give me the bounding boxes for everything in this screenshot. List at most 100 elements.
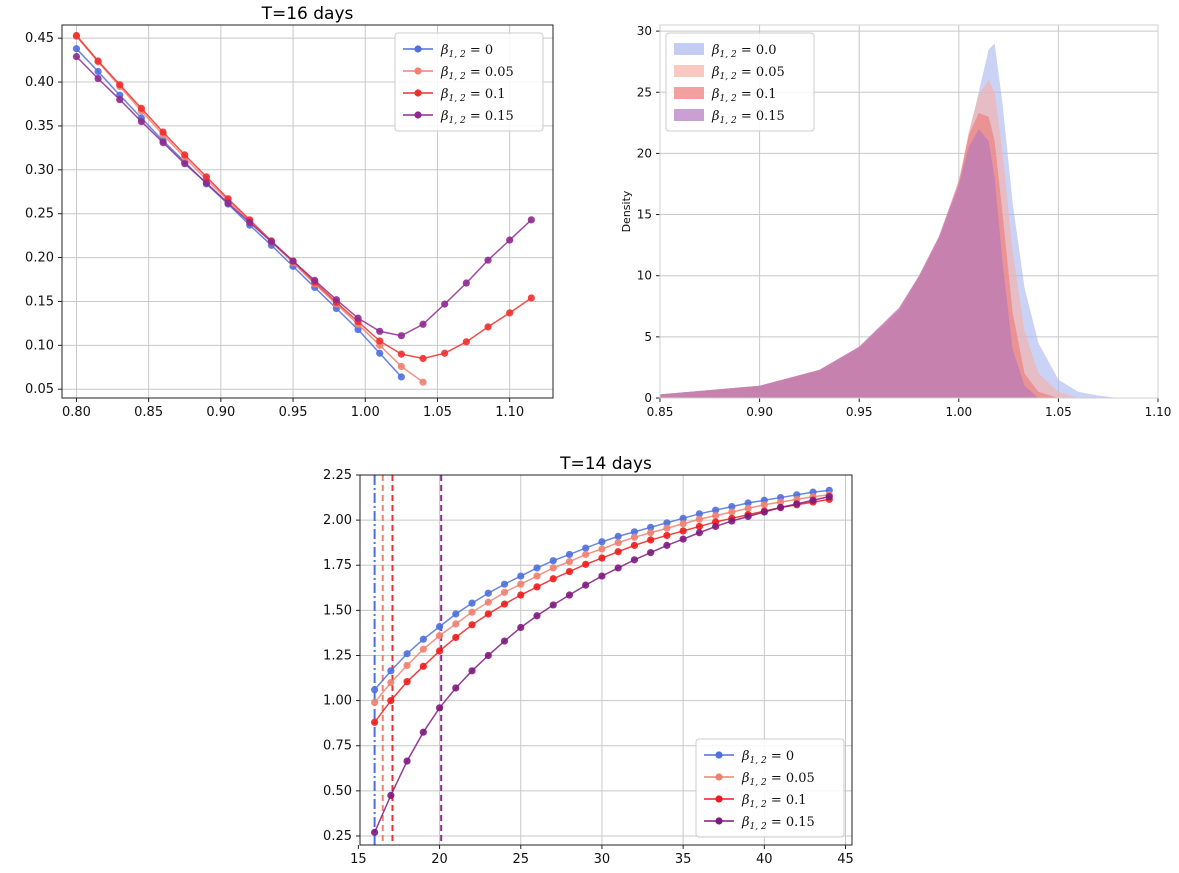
data-point bbox=[435, 623, 444, 631]
series-line bbox=[75, 56, 532, 337]
legend-label: β1, 2 = 0.15 bbox=[741, 815, 815, 832]
tick-labels: 0.80 0.85 0.90 0.95 1.00 1.05 1.10 0.05 0.10 0.15… bbox=[25, 31, 524, 420]
data-point bbox=[94, 74, 102, 83]
data-point bbox=[776, 498, 785, 506]
data-point bbox=[116, 81, 124, 89]
y-tick-label: 0 bbox=[644, 391, 652, 405]
data-point bbox=[630, 528, 639, 536]
data-point bbox=[647, 523, 655, 531]
data-point bbox=[712, 512, 720, 520]
data-point bbox=[462, 279, 470, 287]
legend-swatch-marker bbox=[715, 795, 723, 803]
data-point bbox=[630, 556, 639, 564]
y-tick-label: 1.75 bbox=[323, 558, 352, 573]
data-point bbox=[371, 718, 379, 726]
data-point bbox=[527, 294, 535, 302]
data-point bbox=[565, 591, 574, 599]
data-point bbox=[387, 697, 395, 705]
data-point bbox=[403, 678, 411, 686]
data-point bbox=[663, 531, 671, 540]
data-point bbox=[533, 583, 541, 591]
y-tick-label: 0.25 bbox=[323, 829, 352, 844]
tick-labels: 0.85 0.90 0.95 1.00 1.05 1.10 0 5 10 15 20 25 30 bbox=[637, 24, 1172, 419]
data-point bbox=[419, 354, 427, 363]
data-point bbox=[371, 828, 379, 836]
x-tick-label: 0.95 bbox=[279, 405, 308, 420]
data-point bbox=[441, 349, 449, 357]
series bbox=[371, 491, 833, 707]
data-point bbox=[565, 550, 574, 559]
x-tick-label: 0.85 bbox=[647, 405, 674, 419]
x-tick-label: 15 bbox=[350, 852, 367, 867]
y-tick-label: 2.25 bbox=[323, 468, 352, 483]
x-tick-label: 1.05 bbox=[423, 405, 452, 420]
y-tick-label: 0.15 bbox=[25, 294, 54, 309]
data-point bbox=[397, 362, 405, 371]
data-point bbox=[397, 350, 405, 358]
series bbox=[371, 493, 833, 836]
data-point bbox=[679, 520, 687, 528]
x-tick-label: 0.90 bbox=[206, 405, 235, 420]
data-point bbox=[695, 529, 703, 537]
x-tick-label: 35 bbox=[675, 852, 692, 867]
y-tick-label: 5 bbox=[644, 330, 652, 344]
chart-top-left: T=16 days 0.80 0.85 0.90 0.95 1.00 1.05 1.10 0.0… bbox=[25, 4, 554, 420]
data-point bbox=[549, 575, 557, 583]
y-tick-label: 0.50 bbox=[323, 784, 352, 799]
data-point bbox=[159, 128, 167, 136]
data-point bbox=[289, 257, 297, 265]
data-point bbox=[500, 588, 509, 596]
data-point bbox=[598, 554, 606, 562]
x-tick-label: 30 bbox=[594, 852, 611, 867]
data-point bbox=[500, 637, 509, 645]
y-tick-label: 0.40 bbox=[25, 75, 54, 90]
chart-top-right-density: Density 0.85 0.90 0.95 1.00 1.05 1.10 0 5 10 15 20 2… bbox=[620, 24, 1171, 419]
y-tick-label: 30 bbox=[637, 24, 652, 38]
y-tick-label: 10 bbox=[637, 269, 652, 283]
series bbox=[371, 495, 833, 726]
data-point bbox=[679, 527, 687, 535]
data-point bbox=[506, 236, 514, 244]
data-point bbox=[744, 504, 752, 512]
data-point bbox=[332, 296, 340, 304]
data-point bbox=[630, 533, 639, 541]
data-point bbox=[137, 117, 146, 126]
y-tick-label: 1.25 bbox=[323, 648, 352, 663]
y-tick-label: 0.30 bbox=[25, 163, 54, 178]
data-point bbox=[614, 539, 622, 547]
legend-swatch-marker bbox=[414, 89, 422, 97]
plot-area bbox=[371, 475, 833, 845]
data-point bbox=[533, 572, 541, 580]
data-point bbox=[533, 612, 541, 620]
data-point bbox=[202, 173, 211, 181]
data-point bbox=[549, 601, 557, 609]
data-point bbox=[728, 517, 736, 525]
legend-swatch-marker bbox=[715, 817, 723, 825]
data-point bbox=[387, 667, 395, 675]
data-point bbox=[484, 323, 492, 331]
data-point bbox=[159, 139, 167, 147]
data-point bbox=[376, 327, 384, 335]
data-point bbox=[224, 199, 232, 207]
data-point bbox=[793, 500, 801, 508]
data-point bbox=[267, 238, 275, 246]
x-tick-label: 0.80 bbox=[62, 405, 91, 420]
data-point bbox=[462, 338, 470, 346]
data-point bbox=[549, 557, 557, 565]
data-point bbox=[387, 678, 395, 687]
data-point bbox=[403, 661, 411, 670]
y-tick-label: 0.20 bbox=[25, 251, 54, 266]
x-tick-label: 1.00 bbox=[351, 405, 380, 420]
data-point bbox=[397, 332, 405, 340]
data-point bbox=[419, 645, 427, 653]
data-point bbox=[435, 632, 444, 640]
data-point bbox=[506, 309, 514, 317]
data-point bbox=[663, 519, 671, 527]
legend: β1, 2 = 0 β1, 2 = 0.05 β1, 2 = 0.1 β1, 2 = … bbox=[394, 32, 544, 132]
plot-frame bbox=[61, 24, 554, 399]
y-tick-label: 0.45 bbox=[25, 31, 54, 46]
data-point bbox=[527, 216, 535, 224]
x-tick-label: 1.05 bbox=[1045, 405, 1072, 419]
